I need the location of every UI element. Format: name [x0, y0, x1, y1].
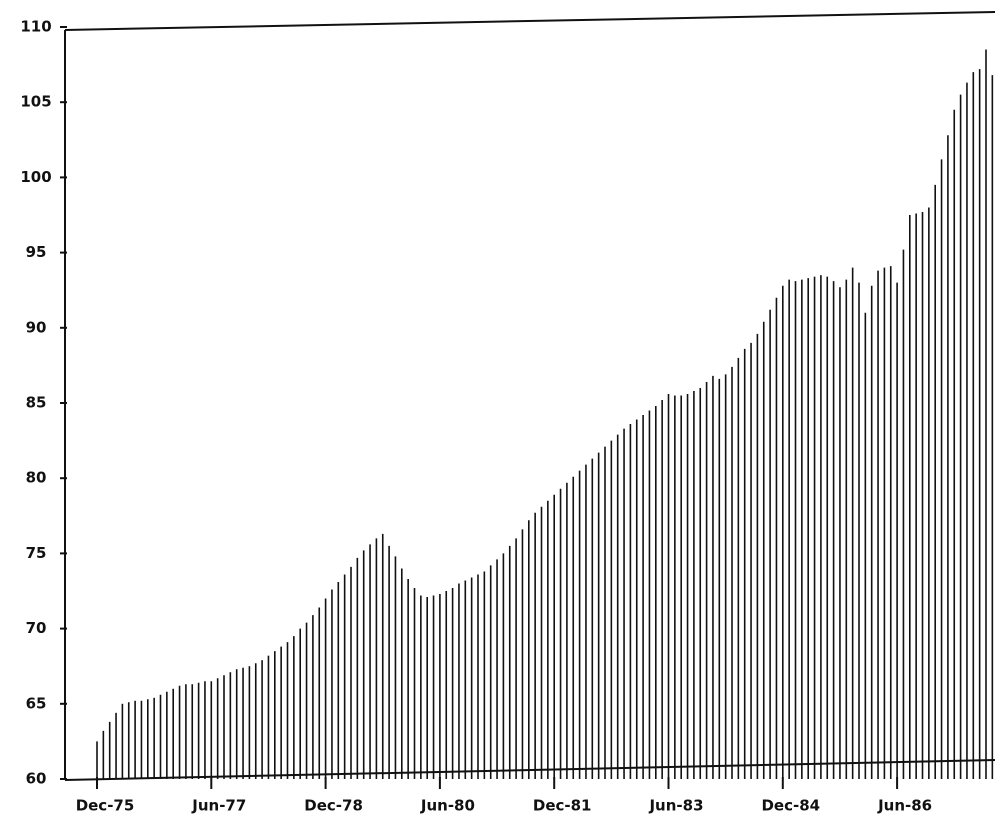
- x-tick-label: Jun-83: [648, 797, 703, 815]
- y-tick-label: 85: [26, 394, 47, 412]
- x-tick-label: Dec-78: [304, 797, 363, 815]
- x-tick-label: Jun-77: [191, 797, 246, 815]
- y-tick-label: 100: [20, 168, 51, 186]
- y-tick-label: 70: [26, 619, 47, 637]
- plot-frame-top: [64, 11, 996, 31]
- x-tick-label: Jun-80: [420, 797, 475, 815]
- y-tick-label: 65: [26, 694, 47, 712]
- y-tick-label: 80: [26, 469, 47, 487]
- y-tick-label: 110: [20, 18, 51, 36]
- x-tick-label: Dec-84: [761, 797, 820, 815]
- x-tick-label: Dec-75: [76, 797, 135, 815]
- x-tick-label: Dec-81: [533, 797, 592, 815]
- y-tick-label: 105: [20, 93, 51, 111]
- y-tick-label: 90: [26, 318, 47, 336]
- x-tick-label: Jun-86: [877, 797, 932, 815]
- y-tick-label: 75: [26, 544, 47, 562]
- y-tick-label: 95: [26, 243, 47, 261]
- y-tick-label: 60: [26, 770, 47, 788]
